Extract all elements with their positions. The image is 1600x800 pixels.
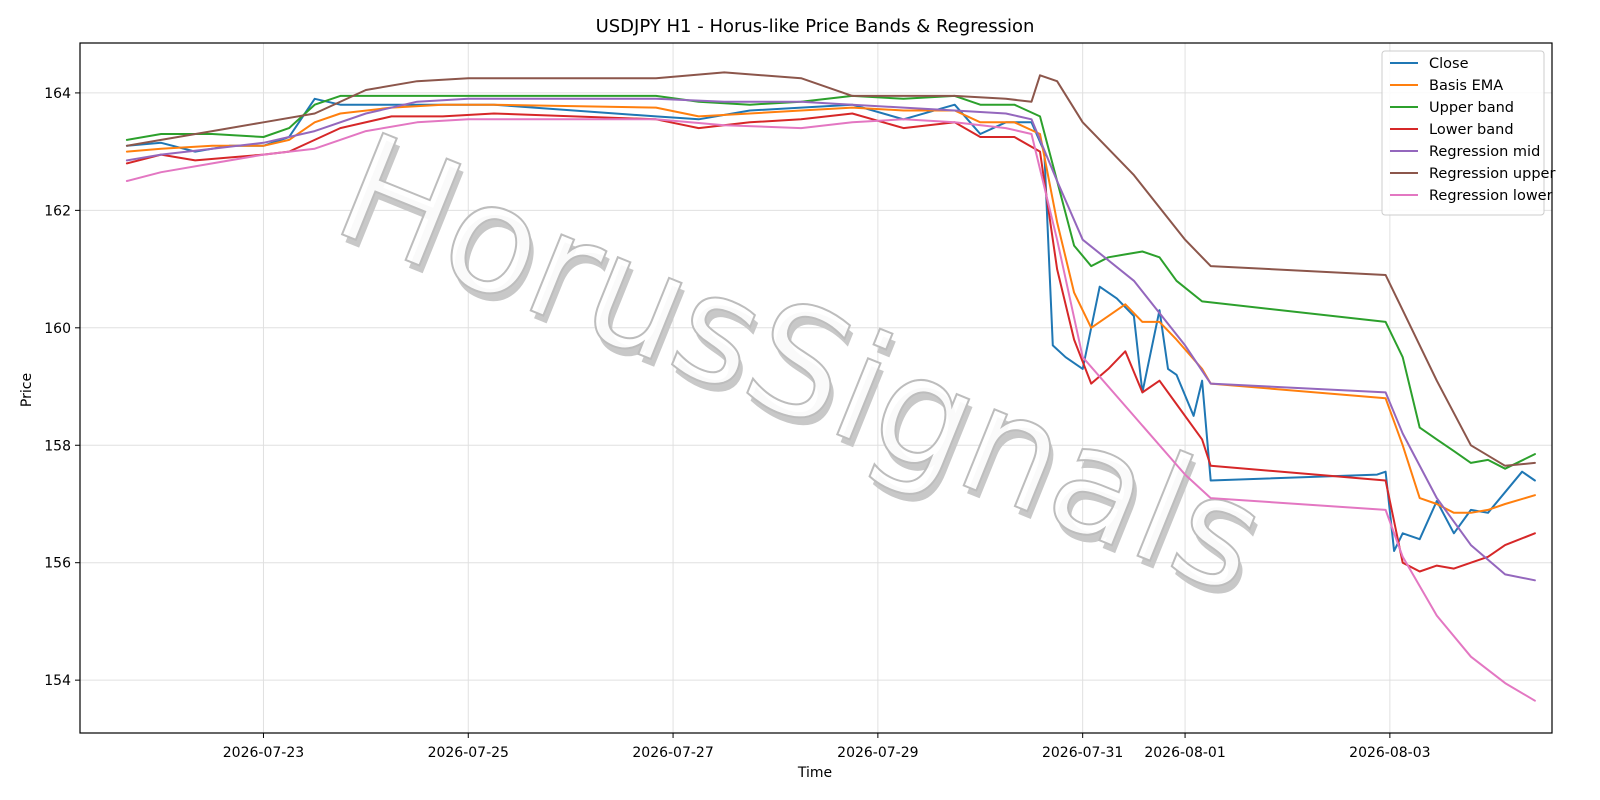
x-tick-label: 2026-08-01 <box>1144 745 1225 761</box>
x-tick-label: 2026-08-03 <box>1349 745 1430 761</box>
x-axis-label: Time <box>797 765 832 781</box>
y-tick-label: 158 <box>44 438 71 454</box>
chart-title: USDJPY H1 - Horus-like Price Bands & Reg… <box>596 16 1035 37</box>
legend-label: Close <box>1429 56 1469 72</box>
legend-label: Lower band <box>1429 122 1514 138</box>
y-tick-label: 156 <box>44 556 71 572</box>
legend-label: Regression upper <box>1429 166 1555 182</box>
legend-label: Regression mid <box>1429 144 1540 160</box>
series-line-lower-band <box>125 112 1536 573</box>
x-tick-label: 2026-07-23 <box>223 745 304 761</box>
legend-label: Upper band <box>1429 100 1514 116</box>
series-line-regression-upper <box>125 71 1536 467</box>
y-axis-label: Price <box>19 373 35 407</box>
y-tick-label: 160 <box>44 321 71 337</box>
legend: Close Basis EMA Upper band Lower band Regres… <box>1381 50 1555 216</box>
series-line-upper-band <box>125 94 1536 470</box>
x-tick-label: 2026-07-27 <box>632 745 713 761</box>
legend-label: Basis EMA <box>1429 78 1503 94</box>
series-line-basis-ema <box>125 103 1536 514</box>
legend-box <box>1381 50 1545 216</box>
series-line-close <box>125 97 1536 552</box>
series-line-regression-mid <box>125 97 1536 582</box>
x-tick-label: 2026-07-31 <box>1042 745 1123 761</box>
legend-label: Regression lower <box>1429 188 1553 204</box>
x-tick-label: 2026-07-25 <box>428 745 509 761</box>
series-line-regression-lower <box>125 118 1536 702</box>
x-axis: 2026-07-23 2026-07-25 2026-07-27 2026-07-29… <box>223 733 1431 761</box>
grid-lines <box>80 43 1552 733</box>
y-tick-label: 154 <box>44 673 71 689</box>
y-axis: 154 156 158 160 162 164 <box>44 86 80 689</box>
y-tick-label: 164 <box>44 86 71 102</box>
y-tick-label: 162 <box>44 203 71 219</box>
plot-frame <box>79 42 1553 734</box>
x-tick-label: 2026-07-29 <box>837 745 918 761</box>
series-layer <box>125 71 1536 702</box>
